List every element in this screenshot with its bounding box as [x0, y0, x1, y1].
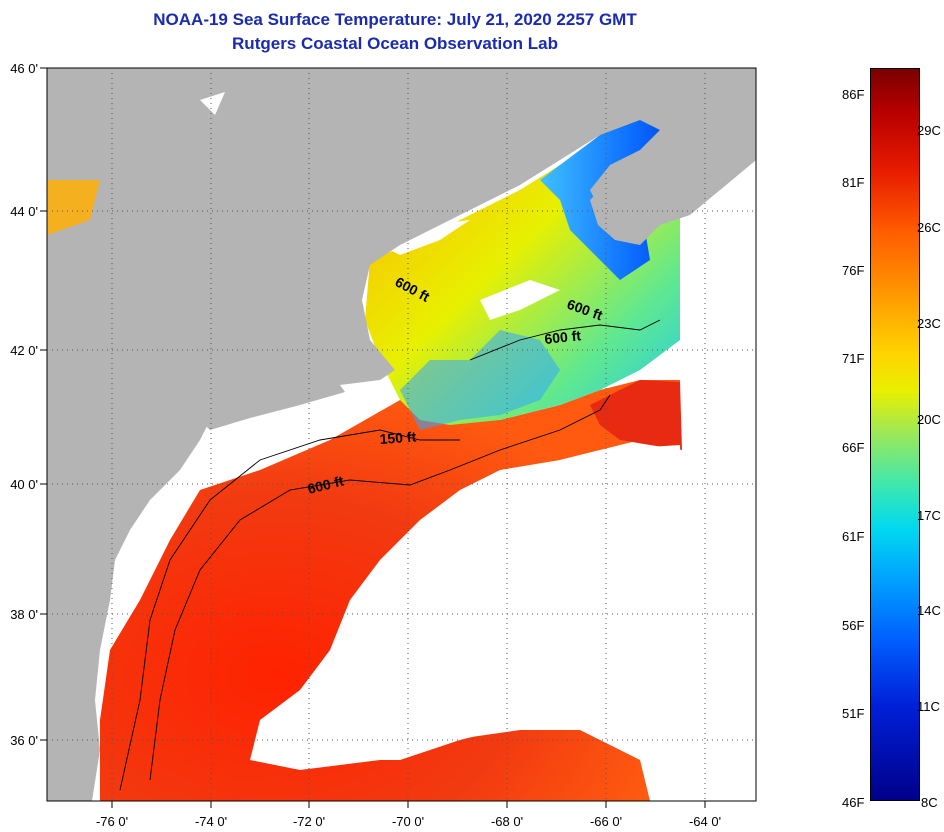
contour-600ft-north [469, 319, 661, 361]
warm-water [100, 380, 680, 801]
colorbar-f-label: 56F [842, 618, 865, 633]
land-long-island [200, 385, 345, 430]
cold-water-south [400, 330, 560, 430]
lon-label: -64 0' [689, 814, 721, 829]
contour-label: 150 ft [379, 428, 417, 447]
contour-label: 600 ft [544, 327, 582, 347]
colorbar-f-label: 86F [842, 87, 865, 102]
lon-label: -68 0' [491, 814, 523, 829]
land-north-america [47, 68, 756, 801]
colorbar-f-label: 71F [842, 351, 865, 366]
lat-label: 38 0' [10, 607, 38, 622]
cloud-patch-north [480, 280, 560, 320]
contour-600ft [149, 394, 611, 781]
temperature-colorbar [870, 68, 920, 801]
title-line-1: NOAA-19 Sea Surface Temperature: July 21… [153, 10, 637, 29]
land-nova-scotia [590, 110, 756, 245]
colorbar-c-label: 11C [917, 699, 940, 714]
colorbar-f-label: 81F [842, 175, 865, 190]
colorbar-f-label: 66F [842, 440, 865, 455]
lat-label: 36 0' [10, 733, 38, 748]
colorbar-f-label: 51F [842, 706, 865, 721]
colorbar-f-label: 76F [842, 263, 865, 278]
lat-label: 46 0' [10, 61, 38, 76]
lake-ontario [47, 180, 100, 235]
lon-label: -66 0' [590, 814, 622, 829]
lon-label: -70 0' [392, 814, 424, 829]
lake-patch [200, 92, 225, 115]
colorbar-c-label: 26C [917, 220, 941, 235]
colorbar-c-label: 29C [917, 123, 941, 138]
colorbar-f-label: 61F [842, 529, 865, 544]
colorbar-c-label: 17C [917, 508, 941, 523]
colorbar-c-label: 14C [917, 603, 941, 618]
colorbar-c-label: 23C [917, 316, 941, 331]
cloud-patch [300, 445, 690, 760]
lon-label: -72 0' [293, 814, 325, 829]
title-line-2: Rutgers Coastal Ocean Observation Lab [232, 34, 558, 53]
colorbar-c-label: 20C [917, 412, 941, 427]
warm-eddy [590, 380, 682, 450]
lat-label: 42 0' [10, 343, 38, 358]
lon-label: -76 0' [96, 814, 128, 829]
lat-label: 44 0' [10, 204, 38, 219]
contour-150ft [119, 429, 460, 791]
cloud-patch-maine [380, 220, 470, 255]
lat-label: 40 0' [10, 477, 38, 492]
colorbar-f-label: 46F [842, 795, 865, 810]
lon-label: -74 0' [195, 814, 227, 829]
colorbar-c-label: 8C [921, 795, 938, 810]
